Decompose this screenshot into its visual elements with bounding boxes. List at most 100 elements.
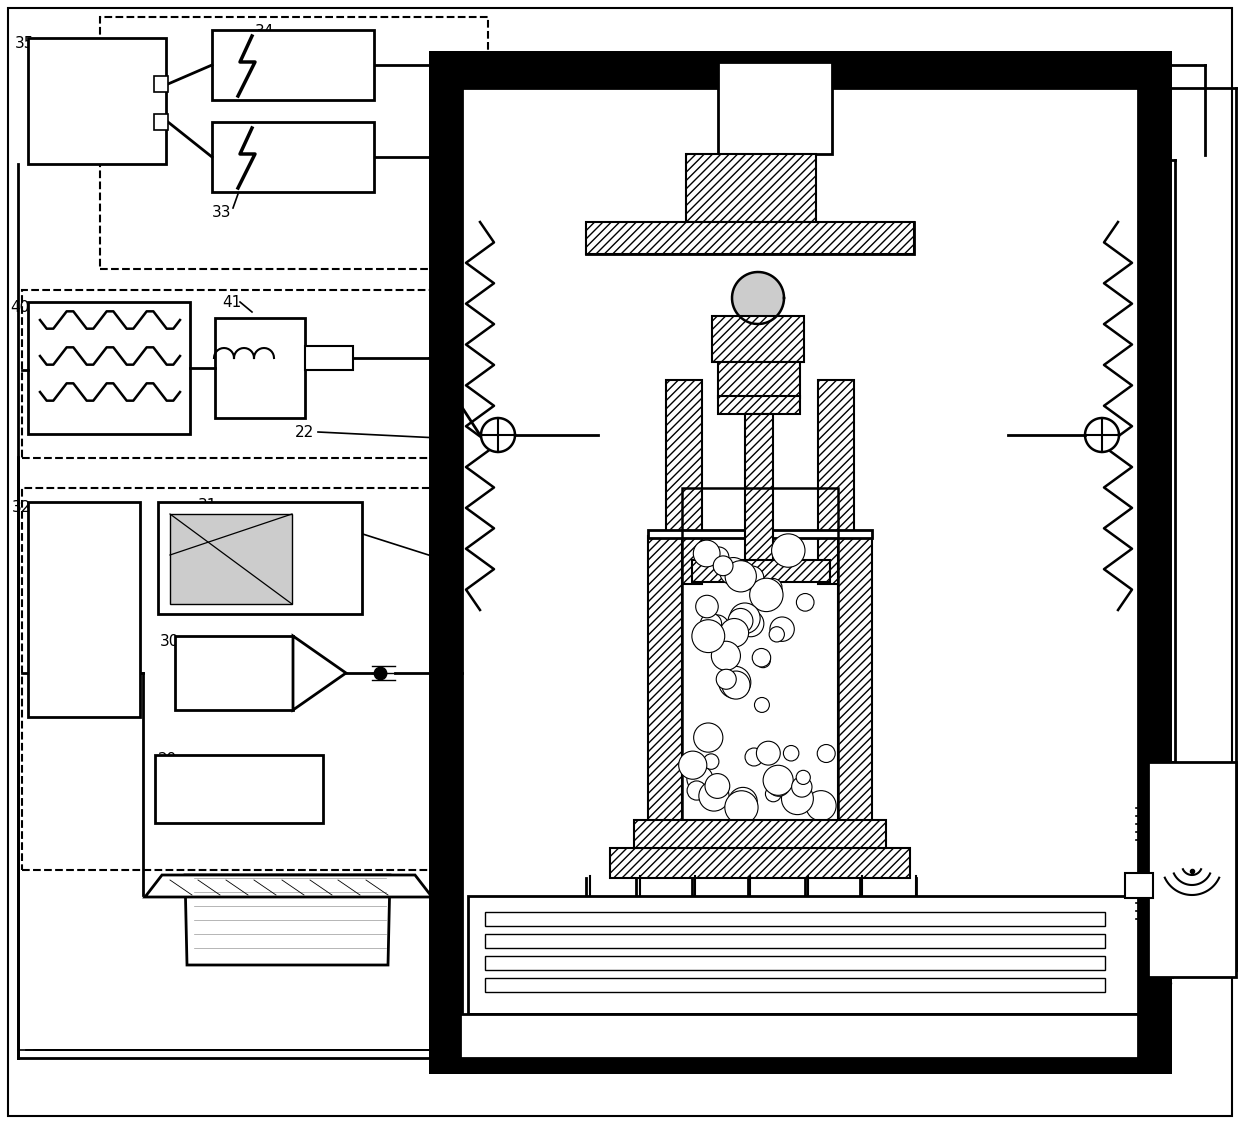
Bar bbox=[463, 89, 1138, 1032]
Text: 16: 16 bbox=[822, 282, 842, 297]
Bar bbox=[430, 52, 475, 1072]
Text: 19: 19 bbox=[923, 225, 941, 240]
Bar bbox=[432, 667, 446, 680]
Bar bbox=[692, 560, 830, 582]
Circle shape bbox=[729, 603, 760, 633]
Bar bbox=[430, 52, 1171, 1072]
Circle shape bbox=[765, 578, 782, 595]
Bar bbox=[485, 934, 1105, 948]
Circle shape bbox=[756, 654, 770, 668]
Circle shape bbox=[687, 766, 713, 791]
Circle shape bbox=[740, 566, 764, 590]
Bar bbox=[485, 956, 1105, 970]
Circle shape bbox=[806, 790, 836, 821]
Bar bbox=[1125, 52, 1171, 1072]
Bar bbox=[29, 38, 166, 164]
Bar bbox=[215, 318, 305, 418]
Bar bbox=[212, 122, 374, 192]
Circle shape bbox=[706, 773, 730, 798]
Bar bbox=[29, 302, 190, 434]
Bar bbox=[305, 346, 353, 370]
Circle shape bbox=[725, 790, 758, 824]
Bar bbox=[430, 1020, 1171, 1072]
Circle shape bbox=[771, 534, 805, 567]
Polygon shape bbox=[481, 418, 515, 452]
Text: 32: 32 bbox=[12, 500, 31, 515]
Text: 11: 11 bbox=[856, 660, 874, 675]
Text: 21: 21 bbox=[848, 82, 867, 98]
Bar bbox=[175, 636, 293, 710]
Bar bbox=[29, 502, 140, 717]
Bar bbox=[154, 114, 167, 130]
Circle shape bbox=[750, 578, 782, 612]
Circle shape bbox=[704, 615, 729, 639]
Bar bbox=[154, 76, 167, 92]
Circle shape bbox=[720, 619, 749, 647]
Circle shape bbox=[763, 766, 794, 795]
Bar bbox=[430, 52, 1171, 104]
Text: 20: 20 bbox=[610, 170, 629, 185]
Circle shape bbox=[729, 787, 758, 816]
Polygon shape bbox=[293, 636, 346, 710]
Circle shape bbox=[678, 751, 707, 779]
Text: 5: 5 bbox=[445, 785, 455, 800]
Circle shape bbox=[703, 753, 719, 769]
Text: 41: 41 bbox=[222, 295, 242, 311]
Circle shape bbox=[768, 583, 782, 599]
Circle shape bbox=[791, 777, 812, 797]
Text: 4: 4 bbox=[445, 758, 455, 773]
Bar bbox=[170, 515, 291, 604]
Bar bbox=[155, 756, 322, 823]
Circle shape bbox=[768, 772, 790, 796]
Bar bbox=[712, 316, 804, 362]
Bar bbox=[686, 154, 816, 222]
Bar bbox=[818, 380, 854, 584]
Text: 30: 30 bbox=[160, 634, 180, 649]
Polygon shape bbox=[185, 876, 391, 965]
Circle shape bbox=[719, 557, 748, 585]
Bar bbox=[666, 380, 702, 584]
Circle shape bbox=[725, 560, 756, 592]
Bar bbox=[467, 896, 1138, 1015]
Text: 13: 13 bbox=[445, 738, 464, 753]
Text: 22: 22 bbox=[295, 425, 314, 441]
Bar bbox=[1125, 873, 1153, 898]
Circle shape bbox=[781, 782, 813, 815]
Bar bbox=[212, 30, 374, 100]
Text: 9: 9 bbox=[500, 540, 510, 555]
Bar bbox=[22, 290, 482, 458]
Bar bbox=[649, 822, 872, 852]
Text: 31: 31 bbox=[198, 498, 217, 513]
Text: 33: 33 bbox=[212, 205, 232, 220]
Text: 38: 38 bbox=[849, 572, 869, 587]
Text: 34: 34 bbox=[255, 24, 274, 39]
Circle shape bbox=[796, 770, 810, 785]
Bar bbox=[463, 89, 1138, 1032]
Circle shape bbox=[717, 669, 737, 689]
Bar bbox=[587, 222, 914, 254]
Circle shape bbox=[719, 666, 751, 698]
Text: 35: 35 bbox=[15, 36, 35, 50]
Text: 15: 15 bbox=[858, 428, 877, 443]
Circle shape bbox=[713, 556, 733, 576]
Circle shape bbox=[754, 697, 769, 713]
Circle shape bbox=[770, 617, 795, 641]
Polygon shape bbox=[732, 272, 784, 324]
Circle shape bbox=[756, 741, 780, 766]
Circle shape bbox=[701, 613, 722, 634]
Circle shape bbox=[687, 781, 707, 800]
Bar bbox=[718, 62, 832, 154]
Bar bbox=[587, 222, 914, 254]
Circle shape bbox=[693, 540, 720, 567]
Circle shape bbox=[708, 547, 729, 567]
Bar bbox=[649, 536, 682, 826]
Bar bbox=[682, 488, 838, 846]
Text: 40: 40 bbox=[10, 300, 30, 315]
Text: 1: 1 bbox=[445, 858, 455, 873]
Circle shape bbox=[728, 609, 753, 633]
Bar bbox=[485, 978, 1105, 992]
Text: 24: 24 bbox=[303, 515, 321, 530]
Bar bbox=[100, 17, 489, 269]
Circle shape bbox=[765, 786, 781, 802]
Bar bbox=[485, 912, 1105, 926]
